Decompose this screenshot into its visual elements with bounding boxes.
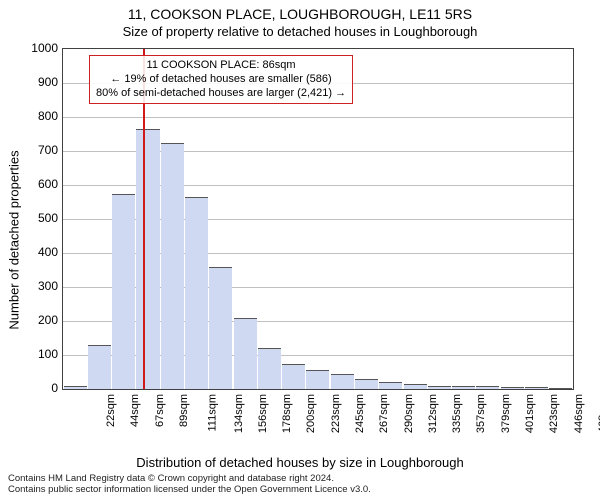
x-tick-label: 156sqm bbox=[257, 394, 269, 433]
x-tick-label: 44sqm bbox=[129, 394, 141, 427]
y-tick-label: 700 bbox=[18, 143, 58, 157]
histogram-bar bbox=[161, 143, 184, 390]
y-tick-label: 600 bbox=[18, 177, 58, 191]
bar-slot bbox=[427, 49, 451, 389]
histogram-bar bbox=[404, 384, 427, 389]
y-tick-label: 800 bbox=[18, 109, 58, 123]
y-tick-label: 200 bbox=[18, 313, 58, 327]
histogram-bar bbox=[549, 388, 572, 389]
annotation-line-1: 11 COOKSON PLACE: 86sqm bbox=[96, 59, 346, 73]
histogram-bar bbox=[355, 379, 378, 389]
x-tick-label: 423sqm bbox=[548, 394, 560, 433]
plot-frame: 11 COOKSON PLACE: 86sqm ← 19% of detache… bbox=[62, 48, 574, 390]
annotation-line-3: 80% of semi-detached houses are larger (… bbox=[96, 87, 346, 101]
histogram-bar bbox=[282, 364, 305, 390]
histogram-bar bbox=[64, 386, 87, 389]
y-tick-label: 500 bbox=[18, 211, 58, 225]
x-tick-label: 335sqm bbox=[451, 394, 463, 433]
histogram-bar bbox=[525, 387, 548, 389]
x-tick-label: 178sqm bbox=[281, 394, 293, 433]
histogram-bar bbox=[428, 386, 451, 389]
x-tick-label: 200sqm bbox=[306, 394, 318, 433]
x-tick-label: 245sqm bbox=[354, 394, 366, 433]
credits: Contains HM Land Registry data © Crown c… bbox=[8, 474, 592, 496]
x-tick-label: 89sqm bbox=[178, 394, 190, 427]
bar-slot bbox=[524, 49, 548, 389]
histogram-bar bbox=[209, 267, 232, 389]
histogram-bar bbox=[306, 370, 329, 389]
x-tick-label: 111sqm bbox=[207, 394, 219, 432]
x-tick-label: 401sqm bbox=[524, 394, 536, 433]
bar-slot bbox=[500, 49, 524, 389]
annotation-box: 11 COOKSON PLACE: 86sqm ← 19% of detache… bbox=[89, 55, 353, 104]
histogram-bar bbox=[88, 345, 111, 389]
histogram-bar bbox=[112, 194, 135, 390]
x-tick-label: 67sqm bbox=[154, 394, 166, 427]
x-tick-label: 267sqm bbox=[378, 394, 390, 433]
histogram-bar bbox=[185, 197, 208, 389]
y-tick-label: 100 bbox=[18, 347, 58, 361]
chart-container: { "chart": { "type": "histogram", "title… bbox=[0, 0, 600, 500]
x-tick-label: 22sqm bbox=[105, 394, 117, 427]
histogram-bar bbox=[234, 318, 257, 389]
histogram-bar bbox=[258, 348, 281, 389]
bar-slot bbox=[476, 49, 500, 389]
x-axis-label: Distribution of detached houses by size … bbox=[0, 455, 600, 470]
x-tick-label: 446sqm bbox=[573, 394, 585, 433]
x-tick-label: 223sqm bbox=[330, 394, 342, 433]
x-tick-label: 379sqm bbox=[500, 394, 512, 433]
y-tick-label: 300 bbox=[18, 279, 58, 293]
bar-slot bbox=[403, 49, 427, 389]
bar-slot bbox=[63, 49, 87, 389]
bar-slot bbox=[452, 49, 476, 389]
y-tick-label: 1000 bbox=[18, 41, 58, 55]
histogram-bar bbox=[501, 387, 524, 389]
y-tick-label: 0 bbox=[18, 381, 58, 395]
plot-area: 11 COOKSON PLACE: 86sqm ← 19% of detache… bbox=[62, 48, 574, 390]
histogram-bar bbox=[476, 386, 499, 389]
x-tick-label: 357sqm bbox=[476, 394, 488, 433]
bar-slot bbox=[549, 49, 573, 389]
annotation-line-2: ← 19% of detached houses are smaller (58… bbox=[96, 73, 346, 87]
histogram-bar bbox=[379, 382, 402, 389]
y-tick-label: 900 bbox=[18, 75, 58, 89]
x-tick-label: 312sqm bbox=[427, 394, 439, 433]
chart-subtitle: Size of property relative to detached ho… bbox=[0, 24, 600, 39]
credits-line-2: Contains public sector information licen… bbox=[8, 485, 592, 496]
y-tick-label: 400 bbox=[18, 245, 58, 259]
histogram-bar bbox=[136, 129, 159, 389]
bar-slot bbox=[354, 49, 378, 389]
histogram-bar bbox=[452, 386, 475, 389]
bar-slot bbox=[379, 49, 403, 389]
x-tick-label: 290sqm bbox=[403, 394, 415, 433]
histogram-bar bbox=[331, 374, 354, 389]
chart-title: 11, COOKSON PLACE, LOUGHBOROUGH, LE11 5R… bbox=[0, 6, 600, 22]
x-tick-label: 134sqm bbox=[233, 394, 245, 433]
